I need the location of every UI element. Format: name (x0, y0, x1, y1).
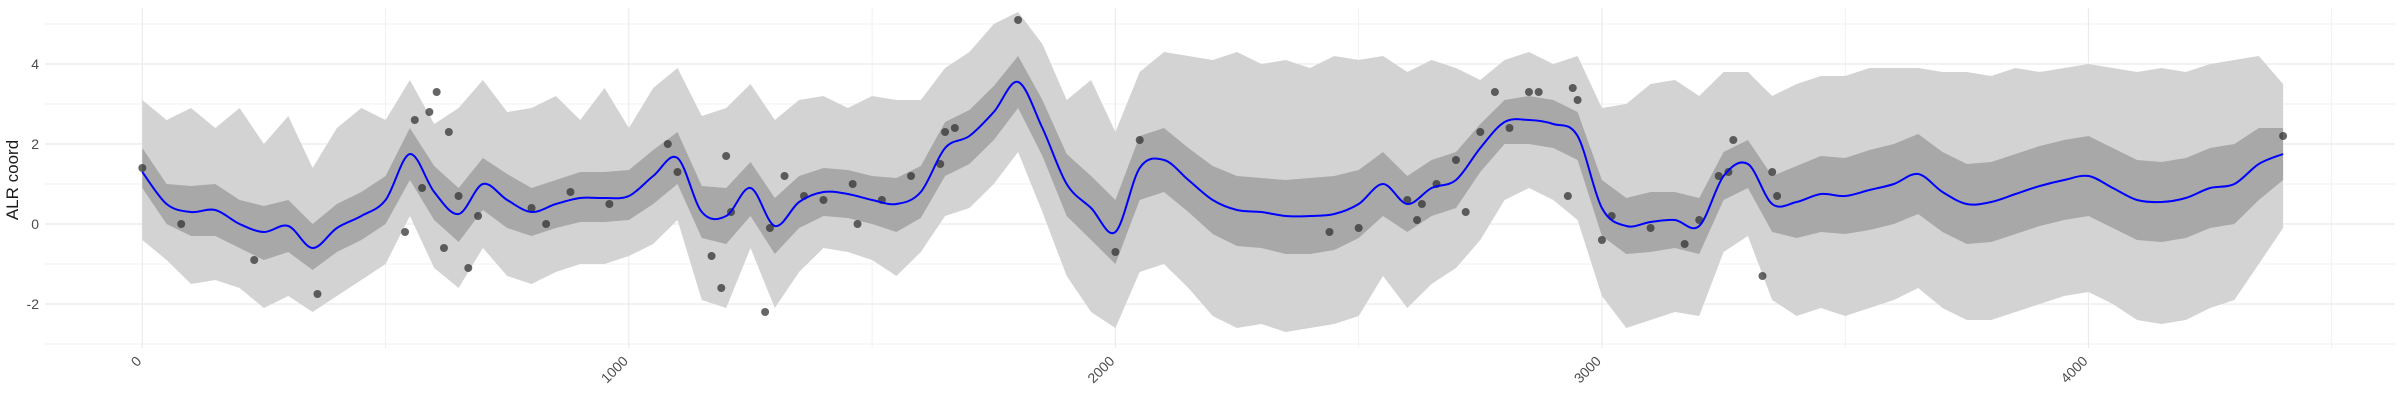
data-point (1461, 208, 1470, 216)
data-point (566, 188, 575, 196)
data-point (1597, 236, 1606, 244)
data-point (1325, 228, 1334, 236)
data-point (439, 244, 448, 252)
data-point (250, 256, 259, 264)
data-point (313, 290, 322, 298)
data-point (454, 192, 463, 200)
data-point (542, 220, 551, 228)
data-point (663, 140, 672, 148)
data-point (432, 88, 441, 96)
data-point (1573, 96, 1582, 104)
data-point (848, 180, 857, 188)
data-point (1680, 240, 1689, 248)
data-point (1534, 88, 1543, 96)
data-point (1773, 192, 1782, 200)
data-point (941, 128, 950, 136)
data-point (444, 128, 453, 136)
data-point (780, 172, 789, 180)
data-point (177, 220, 186, 228)
data-point (1568, 84, 1577, 92)
data-point (1490, 88, 1499, 96)
data-point (401, 228, 410, 236)
data-point (425, 108, 434, 116)
y-tick-label: -2 (27, 296, 40, 312)
data-point (527, 204, 536, 212)
data-point (1354, 224, 1363, 232)
data-point (605, 200, 614, 208)
data-point (1714, 172, 1723, 180)
data-point (138, 164, 147, 172)
data-point (1111, 248, 1120, 256)
data-point (418, 184, 427, 192)
data-point (1768, 168, 1777, 176)
data-point (1505, 124, 1514, 132)
data-point (853, 220, 862, 228)
y-tick-label: 0 (31, 216, 39, 232)
data-point (765, 224, 774, 232)
data-point (1413, 216, 1422, 224)
data-point (907, 172, 916, 180)
y-axis-title: ALR coord (3, 140, 22, 220)
data-point (936, 160, 945, 168)
data-point (722, 152, 731, 160)
data-point (1729, 136, 1738, 144)
data-point (410, 116, 419, 124)
y-tick-label: 2 (31, 136, 39, 152)
data-point (1646, 224, 1655, 232)
data-point (1417, 200, 1426, 208)
data-point (1563, 192, 1572, 200)
data-point (474, 212, 483, 220)
data-point (1135, 136, 1144, 144)
data-point (673, 168, 682, 176)
observed-points (138, 16, 2288, 316)
data-point (2279, 132, 2288, 140)
mean-line (141, 80, 2284, 250)
data-point (1758, 272, 1767, 280)
data-point (761, 308, 770, 316)
data-point (707, 252, 716, 260)
y-axis-tick-labels: -2 0 2 4 (27, 56, 40, 312)
data-point (1476, 128, 1485, 136)
data-point (819, 196, 828, 204)
data-point (717, 284, 726, 292)
data-point (1524, 88, 1533, 96)
y-tick-label: 4 (31, 56, 39, 72)
data-point (1451, 156, 1460, 164)
inner-confidence-band (142, 56, 2284, 270)
data-point (950, 124, 959, 132)
data-point (1403, 196, 1412, 204)
data-point (464, 264, 473, 272)
data-point (1014, 16, 1023, 24)
